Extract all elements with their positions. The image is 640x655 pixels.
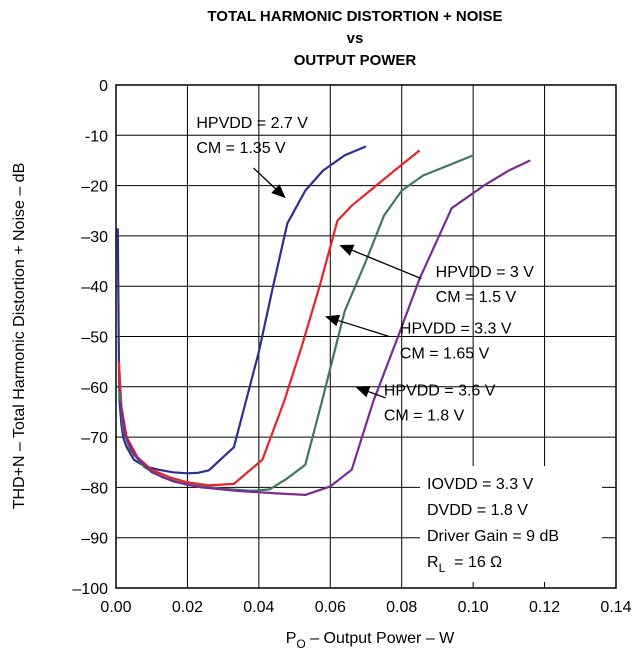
y-tick-label: –30 <box>81 229 108 246</box>
series-line-3 <box>118 154 474 492</box>
x-tick-label: 0.02 <box>172 599 203 616</box>
annotation-label-4-line-1: HPVDD = 3.6 V <box>384 382 496 399</box>
data-series <box>116 145 531 496</box>
series-annotations: HPVDD = 2.7 V CM = 1.35 V HPVDD = 3 V CM = … <box>196 115 534 425</box>
rl-symbol: R <box>427 554 439 571</box>
chart-title: TOTAL HARMONIC DISTORTION + NOISE vs OUT… <box>207 8 502 69</box>
x-tick-labels: 0.00 0.02 0.04 0.06 0.08 0.10 0.12 0.14 <box>100 599 631 616</box>
chart-title-line-3: OUTPUT POWER <box>294 52 417 69</box>
x-tick-label: 0.14 <box>600 599 631 616</box>
annotation-arrow-shaft-4 <box>368 390 386 399</box>
annotation-arrow-shaft-1 <box>253 167 276 190</box>
annotation-label-2-line-1: HPVDD = 3 V <box>436 264 535 281</box>
conditions-line-4: RL = 16 Ω <box>427 554 502 575</box>
conditions-background <box>420 466 602 582</box>
x-axis-label: PO – Output Power – W <box>286 630 455 651</box>
y-tick-label: –70 <box>81 430 108 447</box>
y-tick-label: -10 <box>85 128 108 145</box>
rl-subscript: L <box>439 561 446 575</box>
x-axis-label-subscript: O <box>296 637 305 651</box>
test-conditions: IOVDD = 3.3 V DVDD = 1.8 V Driver Gain =… <box>420 466 602 582</box>
conditions-line-3: Driver Gain = 9 dB <box>427 528 559 545</box>
series-line-4 <box>119 159 531 496</box>
y-tick-label: –100 <box>72 581 108 598</box>
series-line-2 <box>117 149 421 487</box>
x-tick-label: 0.00 <box>100 599 131 616</box>
annotation-label-4-line-2: CM = 1.8 V <box>384 407 465 424</box>
chart-title-line-1: TOTAL HARMONIC DISTORTION + NOISE <box>207 8 502 25</box>
annotation-label-1-line-2: CM = 1.35 V <box>196 140 286 157</box>
conditions-line-2: DVDD = 1.8 V <box>427 502 528 519</box>
annotation-arrow-head-2 <box>339 244 355 256</box>
plot-frame <box>115 84 617 589</box>
x-axis-label-text: – Output Power – W <box>306 630 455 647</box>
y-tick-label: –20 <box>81 179 108 196</box>
y-tick-label: –80 <box>81 480 108 497</box>
y-tick-labels: 0 -10 –20 –30 –40 –50 –60 –70 –80 –90 –100 <box>72 78 108 598</box>
annotation-label-3-line-2: CM = 1.65 V <box>400 345 490 362</box>
x-axis-label-symbol: P <box>286 630 297 647</box>
rl-value: = 16 Ω <box>445 554 502 571</box>
annotation-arrow-head-4 <box>355 385 371 398</box>
y-tick-label: –90 <box>81 531 108 548</box>
chart-title-line-2: vs <box>347 30 364 47</box>
annotation-arrow-head-1 <box>271 184 286 199</box>
conditions-line-1: IOVDD = 3.3 V <box>427 476 534 493</box>
x-tick-label: 0.12 <box>529 599 560 616</box>
series-line-1 <box>116 145 367 475</box>
annotation-label-2-line-2: CM = 1.5 V <box>436 289 517 306</box>
y-tick-label: –60 <box>81 380 108 397</box>
y-axis-label: THD+N – Total Harmonic Distortion + Nois… <box>11 163 28 510</box>
x-tick-label: 0.10 <box>458 599 489 616</box>
annotation-label-3-line-1: HPVDD = 3.3 V <box>400 320 512 337</box>
annotation-arrow-head-3 <box>324 314 341 327</box>
y-tick-label: –40 <box>81 279 108 296</box>
annotation-arrow-shaft-2 <box>351 249 422 280</box>
annotation-label-1-line-1: HPVDD = 2.7 V <box>196 115 308 132</box>
x-tick-label: 0.06 <box>315 599 346 616</box>
x-tick-label: 0.04 <box>243 599 274 616</box>
y-tick-label: –50 <box>81 330 108 347</box>
y-tick-label: 0 <box>99 78 108 95</box>
annotation-arrow-shaft-3 <box>338 319 390 338</box>
x-tick-label: 0.08 <box>386 599 417 616</box>
